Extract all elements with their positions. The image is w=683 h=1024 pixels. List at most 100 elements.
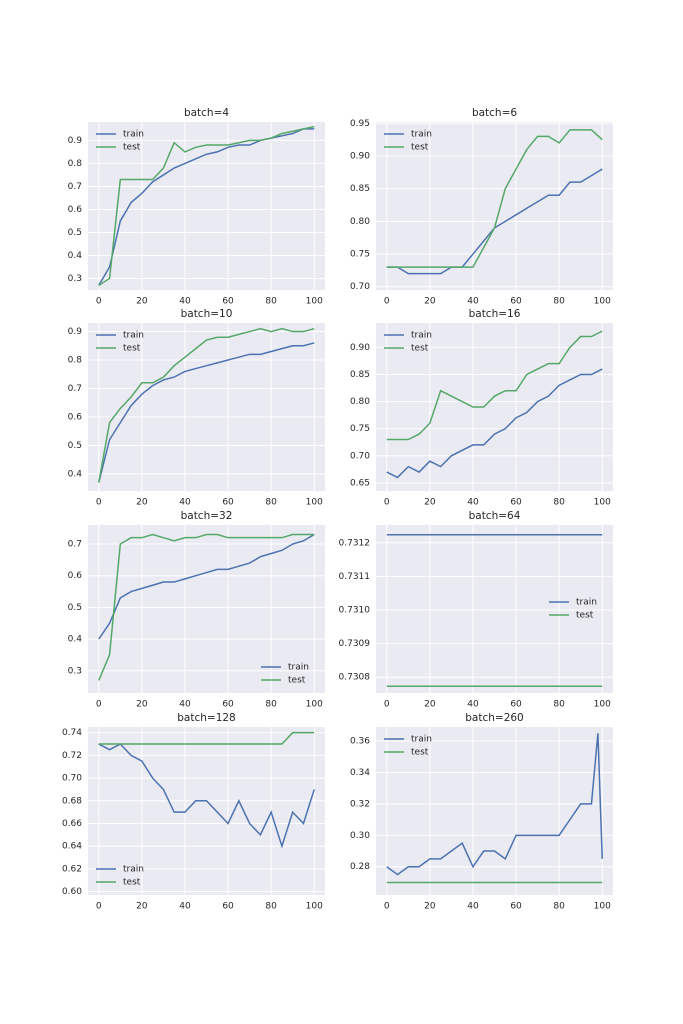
legend-label: test: [288, 676, 306, 686]
x-tick-label: 0: [96, 902, 102, 912]
legend-label: train: [288, 663, 309, 673]
legend-label: train: [123, 331, 144, 341]
y-tick-label: 0.32: [350, 799, 370, 809]
x-tick-label: 20: [136, 700, 148, 710]
y-tick-label: 0.65: [350, 478, 370, 488]
x-tick-label: 80: [265, 700, 277, 710]
y-tick-label: 0.7308: [339, 673, 371, 683]
y-tick-label: 0.8: [68, 159, 83, 169]
chart-title: batch=4: [184, 107, 229, 119]
x-tick-label: 0: [384, 297, 390, 307]
x-tick-label: 100: [306, 498, 323, 508]
y-tick-label: 0.95: [350, 119, 370, 129]
x-tick-label: 0: [96, 297, 102, 307]
series-line: [98, 128, 315, 286]
legend-label: train: [411, 735, 432, 745]
y-tick-label: 0.7311: [339, 572, 371, 582]
legend-label: test: [123, 878, 141, 888]
y-tick-label: 0.75: [350, 250, 370, 260]
x-tick-label: 100: [306, 297, 323, 307]
chart-title: batch=260: [465, 712, 523, 724]
plot-area: [376, 122, 613, 290]
series-line: [386, 733, 603, 876]
x-tick-label: 100: [594, 902, 611, 912]
series-line: [98, 743, 315, 849]
y-tick-label: 0.72: [62, 751, 82, 761]
x-tick-label: 100: [594, 297, 611, 307]
legend-label: test: [576, 611, 594, 621]
plot-area: [88, 323, 325, 491]
series-line: [98, 533, 315, 640]
y-tick-label: 0.4: [68, 469, 83, 479]
x-tick-label: 40: [179, 902, 191, 912]
y-tick-label: 0.7: [68, 384, 82, 394]
x-tick-label: 0: [96, 498, 102, 508]
x-tick-label: 20: [424, 297, 436, 307]
y-tick-label: 0.6: [68, 571, 83, 581]
legend-label: test: [411, 344, 429, 354]
y-tick-label: 0.7312: [339, 538, 371, 548]
y-tick-label: 0.6: [68, 205, 83, 215]
y-tick-label: 0.4: [68, 251, 83, 261]
y-tick-label: 0.9: [68, 327, 83, 337]
x-tick-label: 100: [306, 902, 323, 912]
x-tick-label: 80: [265, 498, 277, 508]
chart-title: batch=128: [177, 712, 235, 724]
series-line: [98, 327, 315, 483]
x-tick-label: 60: [510, 297, 522, 307]
x-tick-label: 60: [510, 902, 522, 912]
legend-label: test: [123, 143, 141, 153]
legend-label: test: [123, 344, 141, 354]
series-line: [386, 129, 603, 268]
x-tick-label: 20: [424, 902, 436, 912]
legend-label: train: [123, 865, 144, 875]
x-tick-label: 80: [265, 297, 277, 307]
y-tick-label: 0.75: [350, 424, 370, 434]
plot-area: [88, 122, 325, 290]
x-tick-label: 20: [424, 700, 436, 710]
legend-label: test: [411, 143, 429, 153]
x-tick-label: 20: [424, 498, 436, 508]
y-tick-label: 0.9: [68, 136, 83, 146]
y-tick-label: 0.90: [350, 151, 370, 161]
y-tick-label: 0.60: [62, 887, 82, 897]
x-tick-label: 60: [222, 297, 234, 307]
x-tick-label: 20: [136, 297, 148, 307]
y-tick-label: 0.8: [68, 356, 83, 366]
x-tick-label: 60: [222, 902, 234, 912]
y-tick-label: 0.5: [68, 603, 82, 613]
series-line: [98, 125, 315, 287]
y-tick-label: 0.36: [350, 737, 370, 747]
y-tick-label: 0.30: [350, 831, 370, 841]
legend-label: test: [411, 748, 429, 758]
y-tick-label: 0.6: [68, 412, 83, 422]
x-tick-label: 80: [553, 902, 565, 912]
x-tick-label: 40: [467, 498, 479, 508]
y-tick-label: 0.3: [68, 274, 82, 284]
y-tick-label: 0.85: [350, 184, 370, 194]
chart-title: batch=16: [469, 308, 521, 320]
series-line: [386, 368, 603, 479]
y-tick-label: 0.62: [62, 864, 82, 874]
x-tick-label: 0: [384, 498, 390, 508]
y-tick-label: 0.85: [350, 370, 370, 380]
chart-title: batch=64: [469, 510, 521, 522]
y-tick-label: 0.7309: [339, 639, 371, 649]
x-tick-label: 100: [594, 498, 611, 508]
x-tick-label: 20: [136, 902, 148, 912]
plot-area: [88, 525, 325, 693]
y-tick-label: 0.90: [350, 343, 370, 353]
y-tick-label: 0.70: [350, 282, 370, 292]
series-line: [98, 533, 315, 681]
legend-label: train: [123, 130, 144, 140]
y-tick-label: 0.7: [68, 540, 82, 550]
x-tick-label: 80: [265, 902, 277, 912]
x-tick-label: 100: [306, 700, 323, 710]
x-tick-label: 0: [96, 700, 102, 710]
legend-label: train: [411, 130, 432, 140]
x-tick-label: 0: [384, 902, 390, 912]
x-tick-label: 40: [179, 498, 191, 508]
y-tick-label: 0.5: [68, 228, 82, 238]
y-tick-label: 0.7310: [339, 606, 371, 616]
